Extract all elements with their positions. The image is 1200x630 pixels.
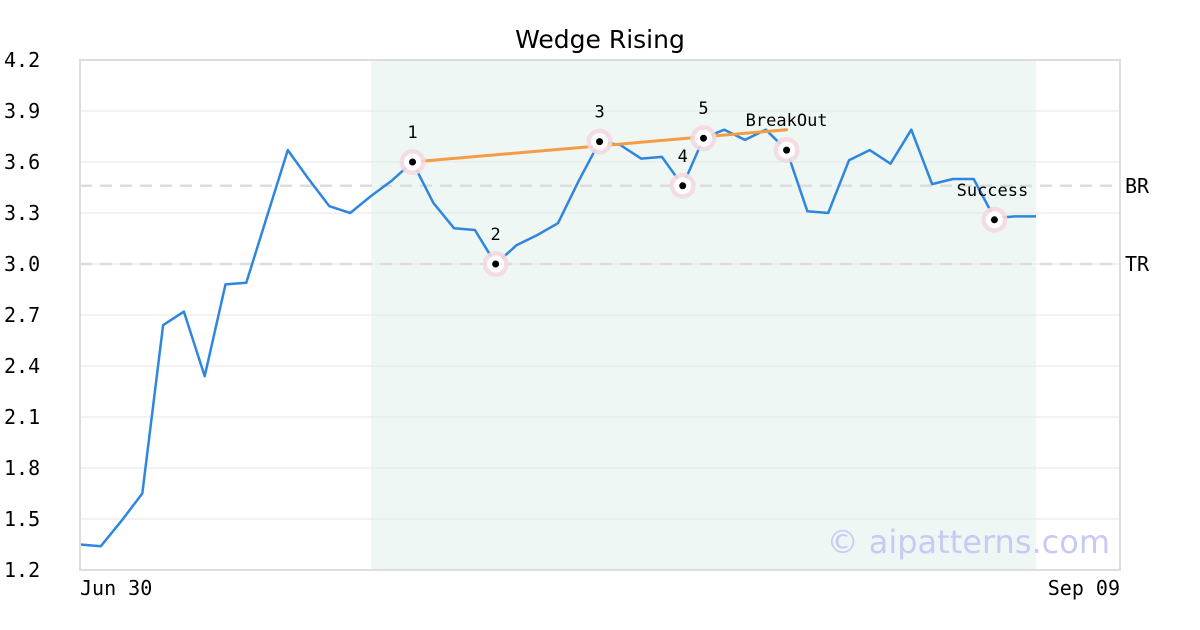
y-tick-label: 4.2 — [4, 48, 40, 72]
reference-line-label: BR — [1125, 174, 1150, 198]
y-tick-label: 3.3 — [4, 201, 40, 225]
reference-lines-layer: BR TR — [80, 174, 1150, 276]
x-tick-label: Sep 09 — [1048, 576, 1120, 600]
marker-label: BreakOut — [746, 111, 828, 131]
marker-label: 1 — [407, 123, 417, 143]
y-tick-label: 1.5 — [4, 507, 40, 531]
y-tick-label: 3.0 — [4, 252, 40, 276]
markers-layer: 1 2 3 4 5 BreakOut Success — [399, 99, 1029, 277]
marker-label: 3 — [594, 103, 604, 123]
reference-line-label: TR — [1125, 252, 1150, 276]
y-tick-label: 2.1 — [4, 405, 40, 429]
y-tick-label: 3.6 — [4, 150, 40, 174]
x-tick-label: Jun 30 — [80, 576, 152, 600]
series-layer — [79, 128, 1036, 548]
y-tick-label: 1.2 — [4, 558, 40, 582]
axes-layer: 1.2 1.5 1.8 2.1 2.4 2.7 3.0 3.3 3.6 3.9 4.2 Jun 30 S… — [4, 48, 1121, 600]
marker-point — [990, 216, 998, 224]
marker-point — [699, 134, 707, 142]
price-series-line — [79, 128, 1036, 548]
y-tick-label: 2.7 — [4, 303, 40, 327]
marker-label: 5 — [698, 99, 708, 119]
marker-point — [492, 260, 500, 268]
plot-frame — [79, 59, 1121, 571]
y-tick-label: 3.9 — [4, 99, 40, 123]
watermark: © aipatterns.com — [827, 523, 1110, 561]
marker-label: 4 — [678, 147, 688, 167]
marker-label: Success — [957, 181, 1029, 201]
marker-point — [783, 146, 791, 154]
y-tick-label: 1.8 — [4, 456, 40, 480]
marker-point — [679, 182, 687, 190]
y-tick-label: 2.4 — [4, 354, 40, 378]
chart-title: Wedge Rising — [515, 25, 685, 54]
marker-point — [596, 138, 604, 146]
marker-point — [409, 158, 417, 166]
marker-label: 2 — [491, 225, 501, 245]
